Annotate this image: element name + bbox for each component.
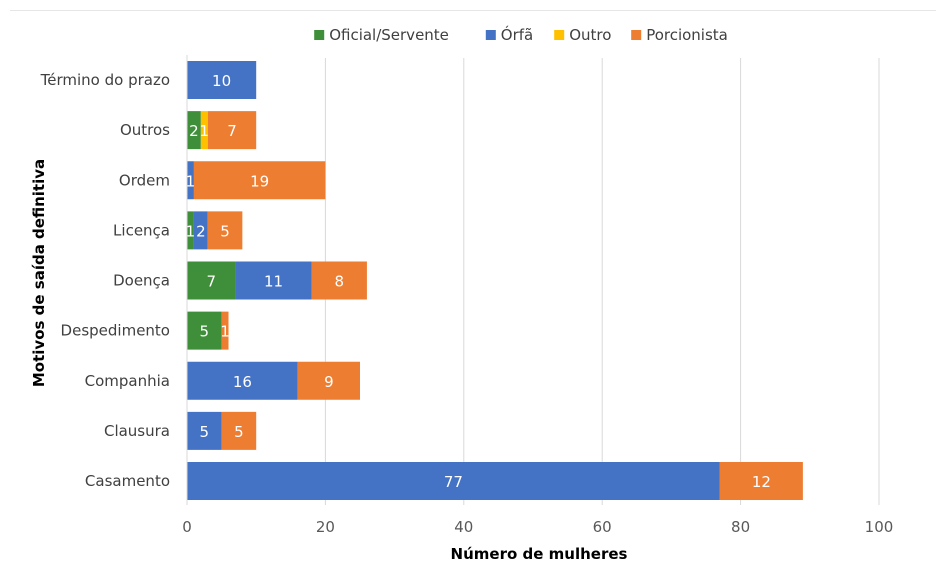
- x-axis-title: Número de mulheres: [451, 545, 628, 563]
- legend-label: Oficial/Servente: [329, 26, 449, 44]
- bar-segment: [207, 111, 257, 150]
- legend-swatch: [554, 30, 565, 40]
- bar-segment: [187, 61, 257, 99]
- x-tick-label: 60: [593, 518, 612, 536]
- bar-value-label: 5: [220, 222, 230, 240]
- category-label: Casamento: [85, 472, 170, 490]
- category-label: Outros: [120, 121, 170, 139]
- bar-segment: [221, 311, 229, 350]
- x-tick-label: 40: [454, 518, 473, 536]
- bar-segment: [207, 211, 243, 250]
- x-axis: 0 20 40 60 80 100: [182, 518, 893, 536]
- bar-segment: [235, 261, 312, 300]
- bar-segment: [200, 111, 208, 150]
- category-label: Despedimento: [61, 322, 170, 340]
- bar-value-label: 5: [200, 423, 210, 441]
- category-label: Término do prazo: [40, 71, 170, 89]
- x-tick-label: 100: [865, 518, 894, 536]
- x-tick-label: 80: [731, 518, 750, 536]
- bar-value-label: 1: [186, 222, 196, 240]
- frame-top-border: [10, 10, 936, 11]
- legend: Oficial/Servente Órfã Outro Porcionista: [314, 25, 728, 44]
- category-label: Licença: [113, 221, 170, 239]
- y-axis-title: Motivos de saída definitiva: [30, 159, 48, 387]
- bar-value-label: 7: [206, 273, 216, 291]
- bar-segment: [187, 462, 720, 500]
- bar-segment: [187, 361, 298, 400]
- gridlines: [324, 58, 880, 505]
- bar-segment: [187, 161, 194, 200]
- bar-segment: [187, 411, 222, 450]
- bar-segment: [187, 111, 201, 150]
- bar-value-label: 12: [752, 473, 771, 491]
- bar-value-label: 8: [334, 273, 344, 291]
- bar-value-label: 19: [250, 172, 269, 190]
- category-label: Companhia: [85, 372, 170, 390]
- bar-segment: [187, 311, 222, 350]
- legend-swatch: [631, 30, 642, 40]
- bar-value-label: 5: [234, 423, 244, 441]
- bar-value-label: 2: [189, 122, 199, 140]
- legend-swatch: [314, 30, 325, 40]
- bar-segment: [311, 261, 367, 300]
- legend-label: Porcionista: [646, 26, 728, 44]
- bar-segment: [297, 361, 360, 400]
- bar-segment: [193, 161, 326, 200]
- bar-segment: [719, 462, 803, 500]
- bar-value-label: 10: [212, 72, 231, 90]
- bar-value-label: 1: [186, 172, 196, 190]
- bar-value-label: 77: [444, 473, 463, 491]
- legend-label: Outro: [569, 26, 611, 44]
- bar-segment: [187, 211, 194, 250]
- y-axis: Término do prazo Outros Ordem Licença Doença…: [40, 55, 188, 505]
- bar-value-label: 5: [200, 323, 210, 341]
- bar-value-label: 16: [233, 373, 252, 391]
- category-label: Ordem: [119, 171, 170, 189]
- x-tick-label: 0: [182, 518, 192, 536]
- bar-value-label: 1: [200, 122, 210, 140]
- bar-segment: [193, 211, 208, 250]
- legend-swatch: [485, 30, 496, 40]
- bar-value-label: 7: [227, 122, 237, 140]
- x-tick-label: 20: [316, 518, 335, 536]
- bars: [187, 61, 803, 500]
- legend-label: Órfã: [501, 25, 533, 44]
- data-labels: 102 1 71 191 2 57 11 85 116 95 577 12: [186, 72, 771, 491]
- category-label: Clausura: [104, 422, 170, 440]
- bar-value-label: 9: [324, 373, 334, 391]
- bar-segment: [187, 261, 236, 300]
- category-label: Doença: [113, 272, 170, 290]
- bar-value-label: 11: [264, 273, 283, 291]
- bar-segment: [221, 411, 257, 450]
- bar-value-label: 2: [196, 222, 206, 240]
- bar-value-label: 1: [220, 323, 230, 341]
